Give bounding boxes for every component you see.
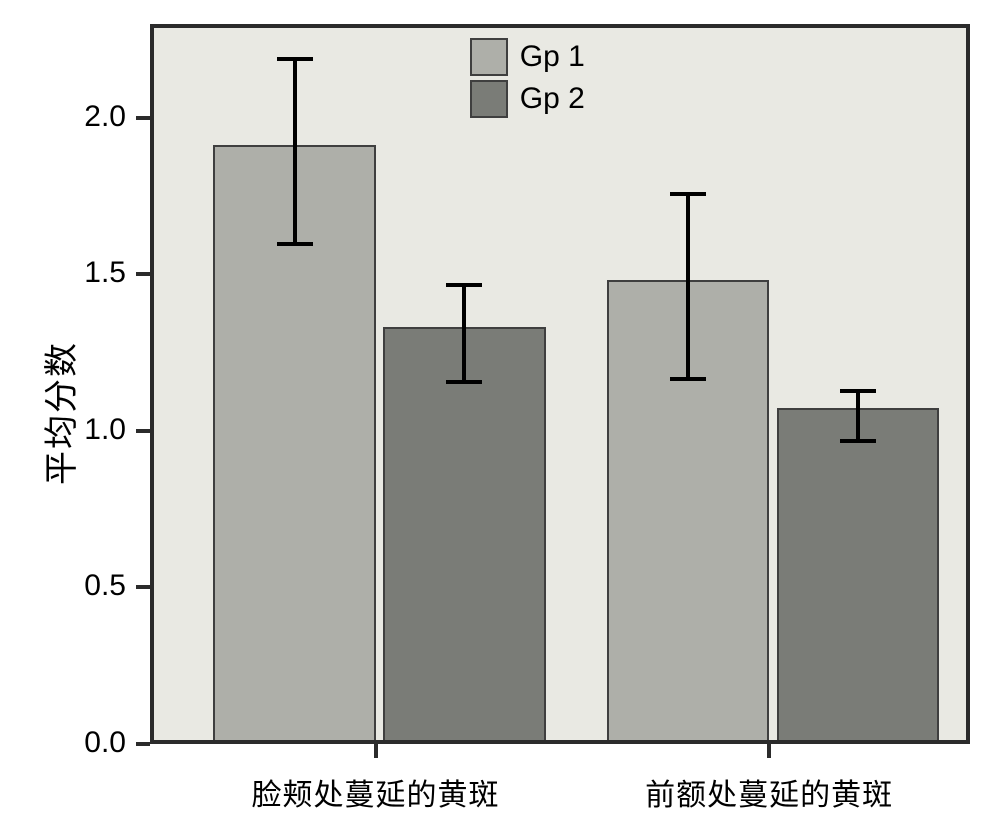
error-bar-cap	[840, 389, 876, 393]
y-tick	[136, 742, 150, 746]
bar	[383, 327, 545, 740]
legend-swatch	[470, 80, 508, 118]
legend-swatch	[470, 38, 508, 76]
y-tick-label: 1.5	[66, 256, 126, 290]
chart-stage: 平均分数 0.00.51.01.52.0 脸颊处蔓延的黄斑前额处蔓延的黄斑 Gp…	[0, 0, 1000, 826]
error-bar-stem	[293, 59, 297, 244]
x-tick	[767, 744, 771, 758]
error-bar-cap	[277, 57, 313, 61]
y-tick-label: 0.5	[66, 569, 126, 603]
error-bar-cap	[446, 380, 482, 384]
error-bar-stem	[856, 391, 860, 441]
x-category-label: 前额处蔓延的黄斑	[645, 770, 893, 814]
x-category-label: 脸颊处蔓延的黄斑	[252, 770, 500, 814]
bar	[777, 408, 939, 740]
y-tick-label: 0.0	[66, 726, 126, 760]
legend-label: Gp 1	[520, 40, 585, 74]
legend: Gp 1 Gp 2	[470, 38, 585, 122]
y-tick	[136, 272, 150, 276]
plot-area	[150, 24, 970, 744]
error-bar-cap	[670, 377, 706, 381]
y-tick	[136, 585, 150, 589]
error-bar-stem	[686, 194, 690, 379]
error-bar-cap	[277, 242, 313, 246]
error-bar-cap	[840, 439, 876, 443]
error-bar-stem	[462, 285, 466, 382]
error-bar-cap	[446, 283, 482, 287]
y-tick	[136, 429, 150, 433]
legend-row: Gp 2	[470, 80, 585, 118]
error-bar-cap	[670, 192, 706, 196]
x-tick	[374, 744, 378, 758]
legend-label: Gp 2	[520, 82, 585, 116]
legend-row: Gp 1	[470, 38, 585, 76]
y-tick-label: 1.0	[66, 413, 126, 447]
y-tick	[136, 116, 150, 120]
y-tick-label: 2.0	[66, 100, 126, 134]
